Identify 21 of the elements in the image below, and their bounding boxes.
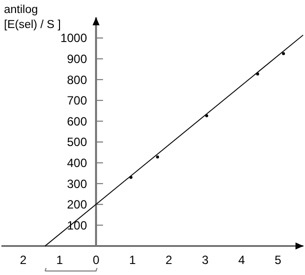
y-tick-label: 100 [67, 218, 88, 232]
x-tick-label: 4 [238, 253, 246, 267]
x-tick-label: 1 [56, 253, 64, 267]
x-tick-label: 1 [129, 253, 136, 267]
x-tick-label: 3 [202, 253, 209, 267]
y-tick-label: 800 [67, 72, 88, 87]
x-tick-label: 0 [92, 253, 100, 267]
point [156, 155, 160, 158]
y-tick-label: 500 [67, 135, 88, 150]
y-tick-label: 700 [67, 94, 88, 108]
y-tick-label: 900 [67, 52, 88, 66]
y-tick-label: 200 [67, 198, 88, 212]
y-tick-label: 300 [67, 176, 88, 191]
y-tick-label: 1000 [60, 31, 88, 46]
x-tick-label: 2 [20, 253, 27, 267]
x-tick-label: 5 [274, 253, 282, 267]
y-tick-label: 400 [67, 156, 88, 170]
y-axis-title: antilog [E(sel) / S ] [4, 4, 61, 31]
x-tick-label: 2 [165, 253, 172, 267]
point [282, 52, 285, 56]
y-tick-label: 600 [67, 114, 88, 128]
